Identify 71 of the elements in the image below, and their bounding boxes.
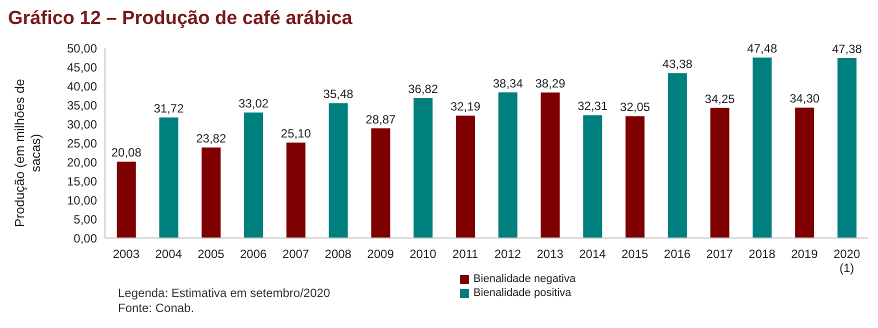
x-tick-label: 2013: [536, 247, 564, 261]
y-tick-label: 15,00: [66, 174, 98, 188]
bar: [371, 128, 390, 238]
data-label: 25,10: [280, 126, 312, 141]
y-tick-label: 40,00: [66, 79, 98, 94]
bar: [456, 116, 475, 238]
source-note: Fonte: Conab.: [118, 301, 196, 316]
x-tick-label: 2011: [452, 247, 479, 261]
x-tick-label: 2008: [324, 247, 352, 261]
chart-title: Gráfico 12 – Produção de café arábica: [8, 8, 352, 30]
bar: [202, 147, 221, 238]
data-label: 38,34: [492, 76, 524, 90]
bar: [626, 116, 645, 238]
y-tick-label: 0,00: [74, 231, 98, 246]
bar: [540, 92, 560, 238]
x-tick-label: 2019: [791, 247, 818, 261]
data-label: 32,19: [450, 100, 481, 114]
data-label: 33,02: [238, 96, 269, 111]
data-label: 34,30: [790, 92, 820, 106]
data-label: 32,05: [620, 100, 650, 114]
legend-label: Bienalidade negativa: [473, 273, 576, 285]
y-tick-label: 5,00: [74, 212, 98, 226]
y-tick-label: 30,00: [66, 117, 98, 132]
x-tick-label: 2004: [155, 247, 182, 261]
data-label: 38,29: [535, 76, 566, 90]
bar: [710, 108, 730, 238]
data-label: 43,38: [662, 57, 693, 72]
bar: [668, 73, 687, 238]
data-label: 23,82: [196, 131, 226, 146]
data-label: 36,82: [408, 82, 438, 96]
data-label: 34,25: [704, 92, 736, 106]
x-tick-label: 2015: [622, 247, 649, 261]
bar: [159, 117, 178, 238]
y-tick-label: 20,00: [66, 155, 98, 170]
data-label: 32,31: [578, 99, 608, 114]
data-label: 47,38: [832, 42, 862, 56]
x-tick-label: 2006: [240, 247, 268, 261]
x-tick-label: 2009: [367, 247, 394, 261]
data-label: 28,87: [366, 112, 396, 126]
data-label: 31,72: [154, 101, 184, 116]
bar: [414, 98, 433, 238]
data-label: 20,08: [111, 146, 142, 160]
x-tick-label: 2016: [664, 247, 691, 261]
x-tick-label: 2005: [198, 247, 225, 261]
text: Legenda: Estimativa em setembro/2020: [118, 286, 330, 301]
x-tick-label: 2012: [494, 247, 522, 261]
x-tick-label: 2020 (1): [833, 247, 860, 275]
bar: [328, 103, 348, 238]
legend-label: Bienalidade positiva: [473, 287, 572, 299]
data-label: 35,48: [323, 87, 354, 102]
bar: [286, 142, 306, 238]
y-tick-label: 45,00: [66, 60, 98, 74]
bar: [244, 112, 264, 238]
x-tick-label: 2003: [112, 247, 140, 261]
y-axis-title: Produção (em milhões de sacas): [12, 78, 44, 230]
y-tick-label: 50,00: [66, 41, 98, 56]
x-tick-label: 2018: [748, 247, 776, 261]
y-tick-label: 35,00: [66, 98, 98, 112]
x-tick-label: 2017: [706, 247, 734, 261]
y-tick-label: 10,00: [66, 193, 98, 208]
x-tick-label: 2014: [579, 247, 606, 261]
bar: [837, 58, 856, 238]
bar: [116, 162, 136, 238]
bar: [795, 108, 814, 238]
bar: [752, 58, 772, 238]
x-tick-label: 2007: [282, 247, 310, 261]
bar: [498, 92, 518, 238]
x-tick-label: 2010: [410, 247, 437, 261]
data-label: 47,48: [747, 42, 778, 56]
y-tick-label: 25,00: [66, 136, 98, 150]
bar: [583, 115, 602, 238]
